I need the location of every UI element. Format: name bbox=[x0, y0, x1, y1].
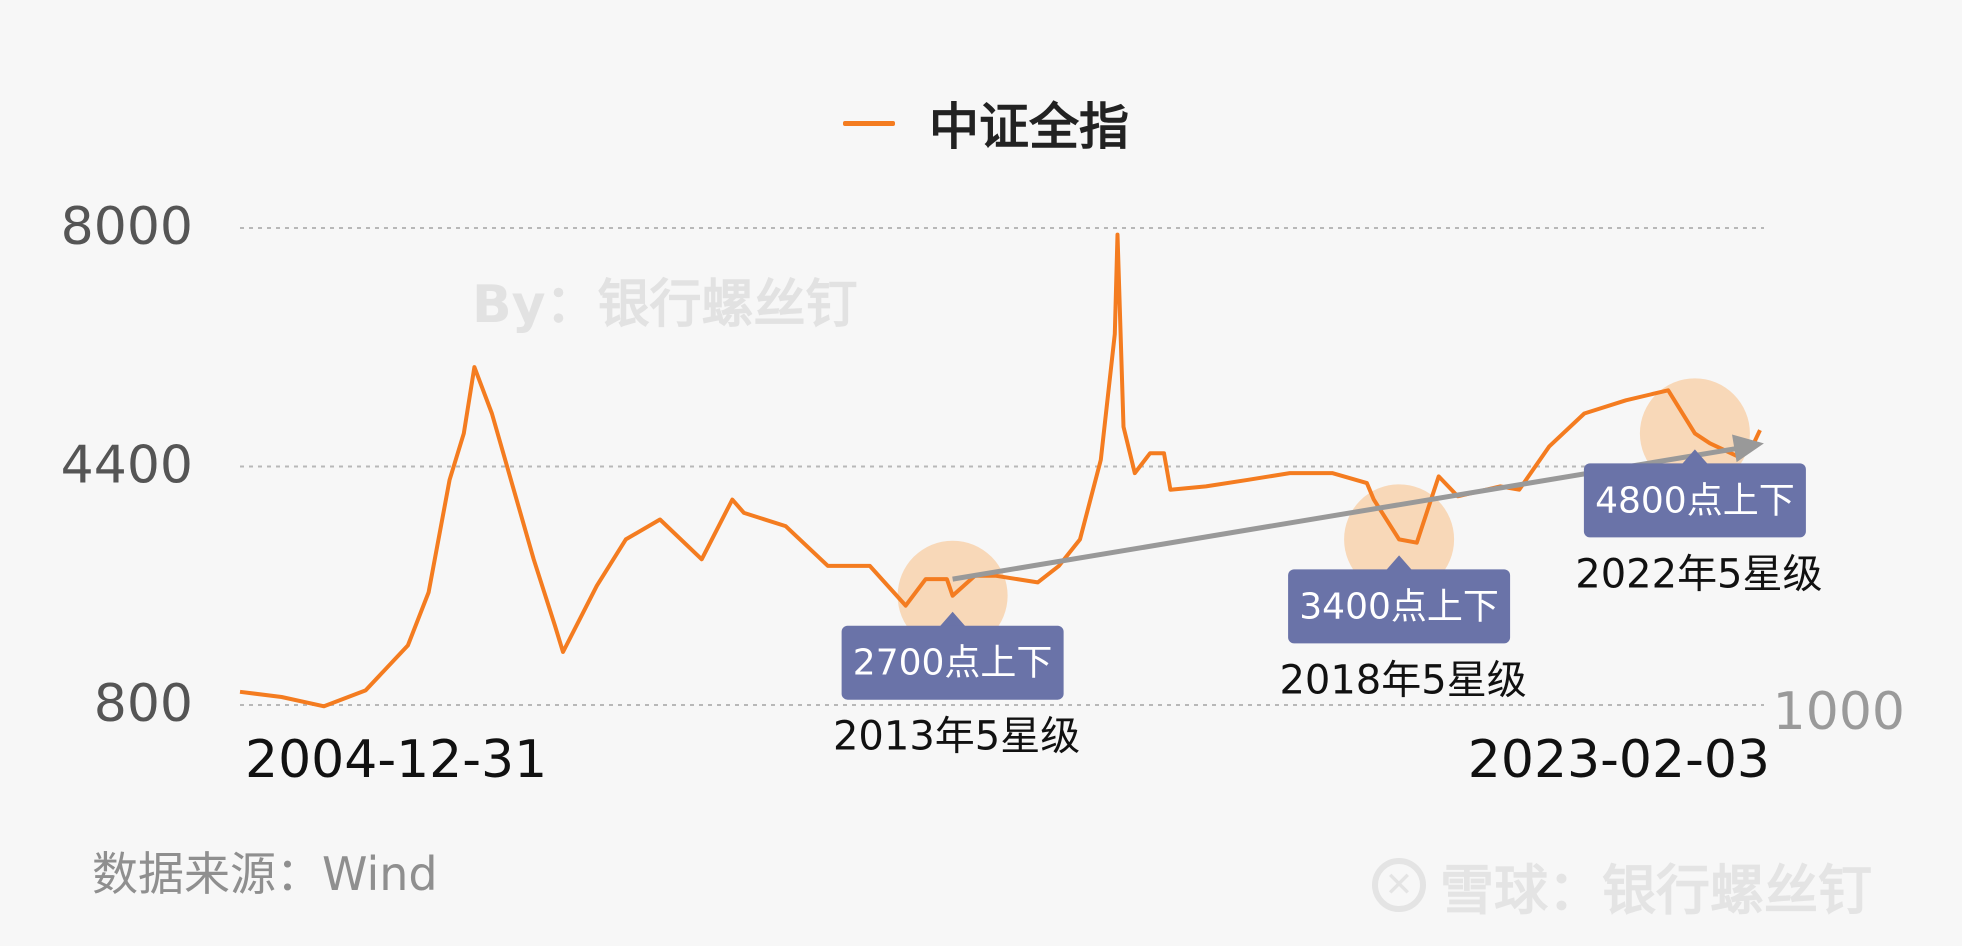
x-tick-label-start: 2004-12-31 bbox=[245, 730, 547, 790]
y-axis-ticks: 8000 4400 800 1000 bbox=[61, 197, 1905, 742]
legend-swatch bbox=[843, 120, 895, 126]
badge-label-1: 3400点上下 bbox=[1299, 586, 1499, 627]
brand-text: 雪球：银行螺丝钉 bbox=[1440, 858, 1872, 922]
y-tick-label-1: 4400 bbox=[61, 436, 193, 496]
y-tick-label-0: 8000 bbox=[61, 197, 193, 257]
annotation-caption-2: 2022年5星级 bbox=[1575, 551, 1822, 597]
badge-label-0: 2700点上下 bbox=[853, 643, 1053, 684]
badge-pointer-1 bbox=[1385, 555, 1414, 572]
x-tick-label-end: 2023-02-03 bbox=[1468, 730, 1770, 790]
x-axis-ticks: 2004-12-31 2023-02-03 bbox=[245, 730, 1770, 790]
legend-label: 中证全指 bbox=[929, 98, 1129, 156]
badge-0 bbox=[841, 625, 1064, 700]
badge-pointer-2 bbox=[1680, 449, 1709, 466]
brand-watermark: ✕ 雪球：银行螺丝钉 bbox=[1372, 850, 1872, 922]
badge-1 bbox=[1288, 569, 1511, 644]
trend-arrow-head bbox=[1732, 434, 1764, 463]
badge-label-2: 4800点上下 bbox=[1595, 480, 1795, 521]
annotation-caption-1: 2018年5星级 bbox=[1279, 657, 1526, 703]
badge-pointer-0 bbox=[938, 611, 967, 628]
legend: 中证全指 bbox=[843, 88, 1129, 158]
data-source: 数据来源：Wind bbox=[92, 847, 438, 901]
gridlines bbox=[240, 227, 1764, 706]
watermark: By：银行螺丝钉 bbox=[472, 275, 858, 335]
badge-2 bbox=[1583, 463, 1806, 538]
xueqiu-logo-icon: ✕ bbox=[1372, 858, 1426, 912]
annotation-caption-0: 2013年5星级 bbox=[833, 714, 1080, 760]
y-tick-label-2: 800 bbox=[94, 674, 193, 734]
y-tick-label-right: 1000 bbox=[1773, 682, 1905, 742]
annotations: 2700点上下 2013年5星级 3400点上下 2018年5星级 4800点上下 202… bbox=[833, 449, 1823, 760]
